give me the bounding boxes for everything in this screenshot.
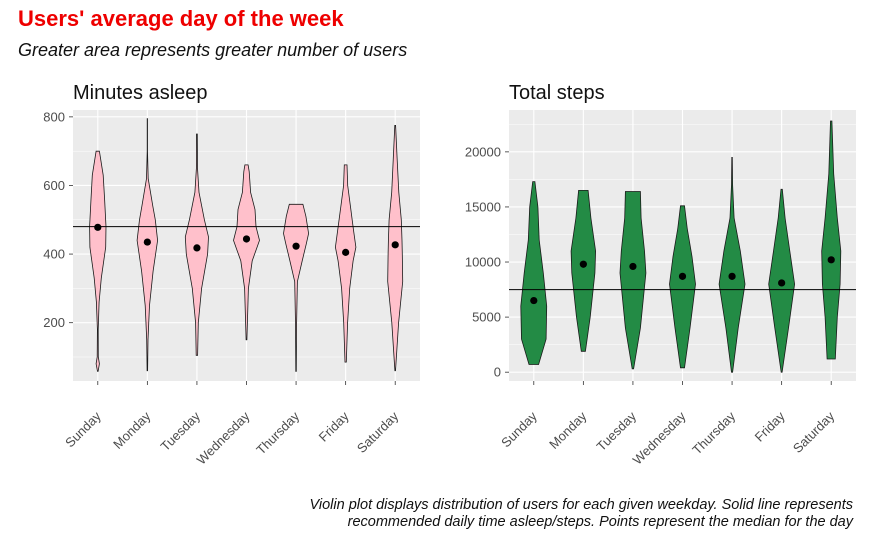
sleep-median-point-saturday [391, 241, 399, 249]
steps-tick-label-x: Sunday [498, 408, 540, 450]
steps-tick-label-x: Friday [752, 408, 788, 444]
sleep-median-point-sunday [94, 223, 102, 231]
sleep-violin-thursday [283, 203, 310, 372]
sleep-tick-label-x: Wednesday [194, 408, 253, 467]
steps-median-point-thursday [728, 272, 736, 280]
steps-median-point-saturday [827, 256, 835, 264]
caption-line-1: Violin plot displays distribution of use… [309, 497, 853, 513]
steps-tick-label-y: 15000 [465, 199, 501, 214]
sleep-median-point-wednesday [242, 235, 251, 243]
steps-tick-label-y: 10000 [465, 255, 501, 270]
steps-median-point-wednesday [678, 272, 687, 280]
steps-violin-sunday [520, 181, 548, 365]
caption-line-2: recommended daily time asleep/steps. Poi… [347, 514, 853, 530]
sleep-tick-label-y: 800 [43, 109, 65, 124]
sleep-tick-label-x: Thursday [253, 408, 302, 457]
sleep-violin-wednesday [233, 164, 260, 341]
sleep-median-point-monday [143, 238, 151, 246]
sleep-tick-label-y: 200 [43, 315, 65, 330]
steps-panel-title: Total steps [509, 82, 605, 104]
steps-violin-wednesday [669, 205, 696, 369]
chart-subtitle: Greater area represents greater number o… [18, 40, 408, 60]
sleep-tick-label-y: 600 [43, 178, 65, 193]
steps-violin-monday [570, 190, 597, 352]
steps-tick-label-y: 20000 [465, 144, 501, 159]
steps-tick-label-x: Saturday [790, 408, 838, 456]
sleep-median-point-friday [342, 248, 350, 256]
steps-median-point-monday [579, 260, 587, 268]
steps-median-point-sunday [530, 296, 538, 305]
steps-violin-tuesday [619, 191, 647, 370]
sleep-tick-label-x: Saturday [354, 408, 402, 456]
sleep-violin-friday [334, 164, 357, 363]
steps-tick-label-y: 0 [494, 365, 501, 380]
sleep-tick-label-x: Tuesday [158, 408, 204, 454]
steps-tick-label-x: Tuesday [594, 408, 640, 454]
steps-tick-label-x: Monday [546, 408, 590, 452]
sleep-panel-title: Minutes asleep [73, 82, 208, 104]
steps-median-point-tuesday [629, 262, 637, 271]
steps-violin-saturday [821, 120, 842, 360]
sleep-tick-label-y: 400 [43, 247, 65, 262]
steps-median-point-friday [778, 279, 786, 287]
chart-caption: Violin plot displays distribution of use… [153, 497, 853, 531]
sleep-tick-label-x: Friday [316, 408, 352, 444]
sleep-tick-label-x: Sunday [62, 408, 104, 450]
chart-title: Users' average day of the week [18, 6, 344, 31]
steps-tick-label-x: Wednesday [630, 408, 689, 467]
sleep-median-point-thursday [292, 242, 300, 250]
steps-tick-label-y: 5000 [472, 310, 501, 325]
steps-violin-thursday [718, 157, 746, 373]
sleep-violin-sunday [89, 150, 107, 372]
sleep-tick-label-x: Monday [110, 408, 154, 452]
sleep-median-point-tuesday [193, 244, 201, 252]
steps-tick-label-x: Thursday [689, 408, 738, 457]
